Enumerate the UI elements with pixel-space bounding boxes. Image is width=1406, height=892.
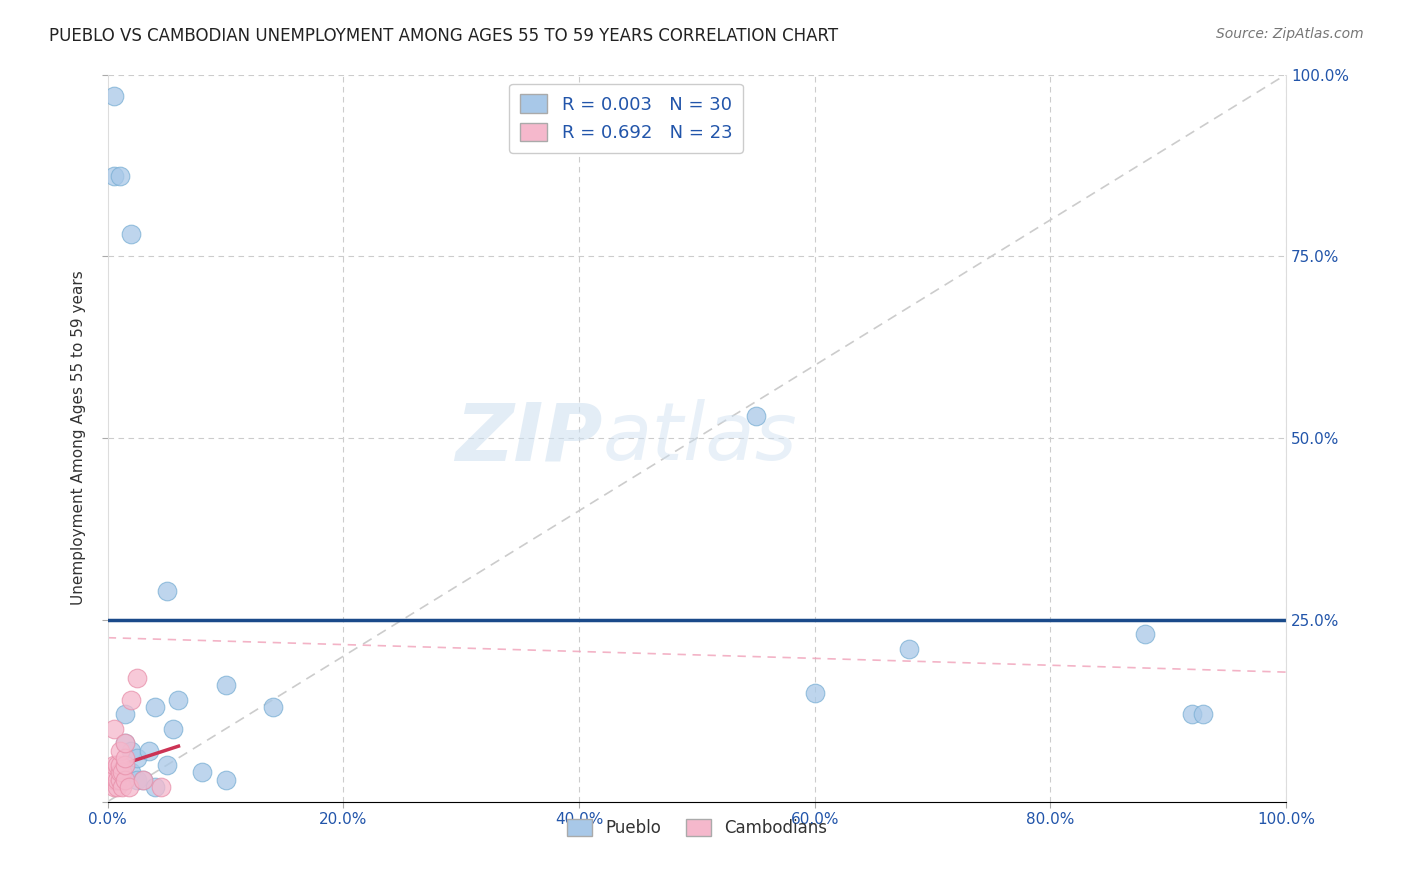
- Point: [103, 765, 125, 780]
- Point: [803, 685, 825, 699]
- Point: [156, 758, 179, 772]
- Text: atlas: atlas: [603, 399, 797, 477]
- Point: [1133, 627, 1156, 641]
- Point: [127, 772, 149, 787]
- Point: [897, 641, 920, 656]
- Point: [114, 751, 136, 765]
- Point: [127, 671, 149, 685]
- Text: ZIP: ZIP: [456, 399, 603, 477]
- Point: [138, 744, 160, 758]
- Point: [114, 736, 136, 750]
- Point: [103, 89, 125, 103]
- Point: [118, 780, 141, 794]
- Point: [191, 765, 214, 780]
- Point: [1181, 707, 1204, 722]
- Point: [120, 765, 142, 780]
- Text: Source: ZipAtlas.com: Source: ZipAtlas.com: [1216, 27, 1364, 41]
- Point: [162, 722, 184, 736]
- Point: [108, 772, 131, 787]
- Point: [114, 772, 136, 787]
- Point: [105, 780, 128, 794]
- Point: [103, 169, 125, 184]
- Point: [120, 744, 142, 758]
- Point: [108, 744, 131, 758]
- Text: PUEBLO VS CAMBODIAN UNEMPLOYMENT AMONG AGES 55 TO 59 YEARS CORRELATION CHART: PUEBLO VS CAMBODIAN UNEMPLOYMENT AMONG A…: [49, 27, 838, 45]
- Point: [1192, 707, 1215, 722]
- Point: [149, 780, 172, 794]
- Point: [214, 772, 236, 787]
- Y-axis label: Unemployment Among Ages 55 to 59 years: Unemployment Among Ages 55 to 59 years: [72, 270, 86, 606]
- Point: [214, 678, 236, 692]
- Point: [745, 409, 768, 424]
- Point: [114, 758, 136, 772]
- Point: [114, 758, 136, 772]
- Point: [127, 751, 149, 765]
- Point: [262, 700, 284, 714]
- Point: [105, 772, 128, 787]
- Point: [132, 772, 155, 787]
- Point: [105, 758, 128, 772]
- Point: [114, 707, 136, 722]
- Point: [132, 772, 155, 787]
- Point: [108, 169, 131, 184]
- Point: [108, 758, 131, 772]
- Point: [103, 722, 125, 736]
- Point: [108, 772, 131, 787]
- Legend: Pueblo, Cambodians: Pueblo, Cambodians: [560, 813, 834, 844]
- Point: [111, 780, 134, 794]
- Point: [103, 780, 125, 794]
- Point: [143, 700, 166, 714]
- Point: [108, 765, 131, 780]
- Point: [120, 227, 142, 242]
- Point: [120, 693, 142, 707]
- Point: [114, 736, 136, 750]
- Point: [156, 583, 179, 598]
- Point: [143, 780, 166, 794]
- Point: [103, 758, 125, 772]
- Point: [103, 772, 125, 787]
- Point: [111, 765, 134, 780]
- Point: [167, 693, 190, 707]
